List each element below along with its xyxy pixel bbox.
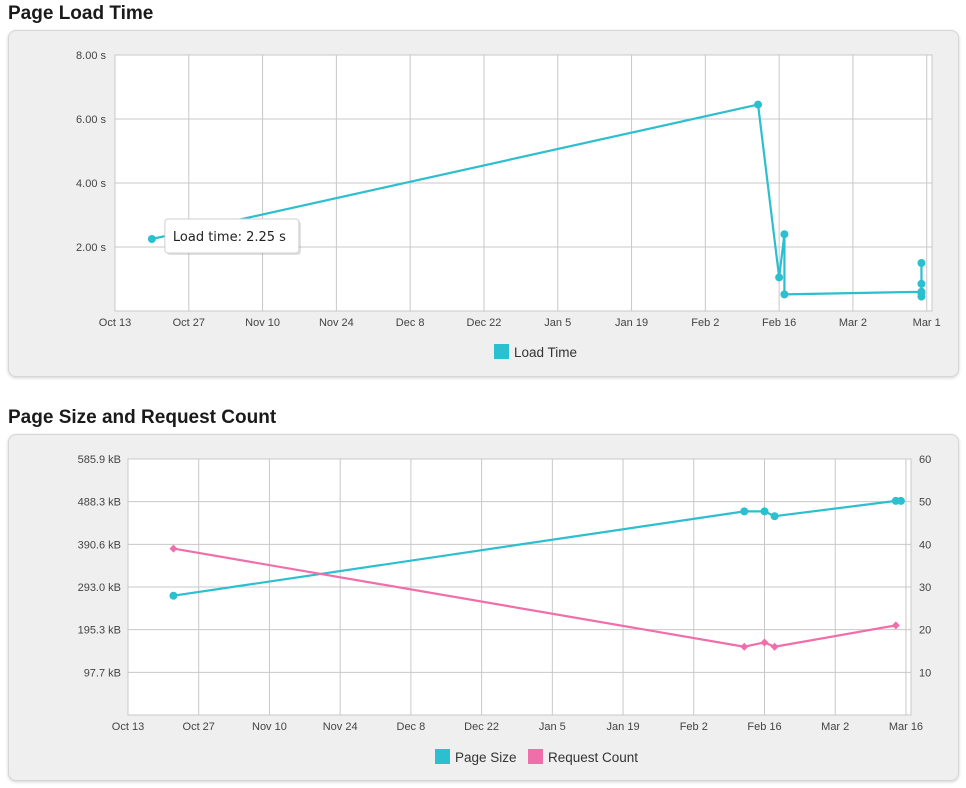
y-tick-label: 8.00 s	[76, 50, 106, 62]
legend-swatch-page-size	[435, 749, 450, 764]
y-right-tick-label: 40	[919, 539, 931, 551]
y-left-tick-label: 488.3 kB	[78, 497, 121, 509]
x-tick-label: Oct 27	[173, 317, 205, 329]
page-size-point	[760, 507, 769, 516]
legend-swatch-load-time	[494, 344, 509, 359]
load-time-point	[917, 292, 926, 301]
legend: Load Time	[494, 344, 577, 360]
page-size-point	[896, 496, 905, 505]
tooltip: Load time: 2.25 s	[164, 218, 301, 255]
plot-border	[114, 54, 933, 312]
x-tick-label: Nov 10	[252, 721, 287, 733]
chart-2-title: Page Size and Request Count	[8, 407, 277, 428]
x-tick-label: Jan 5	[539, 721, 566, 733]
request-count-point	[891, 621, 900, 630]
y-left-tick-label: 293.0 kB	[78, 582, 121, 594]
y-right-tick-label: 20	[919, 625, 931, 637]
load-time-point	[780, 230, 789, 239]
x-tick-label: Dec 8	[396, 317, 425, 329]
x-tick-label: Jan 5	[544, 317, 571, 329]
x-tick-label: Feb 2	[680, 721, 708, 733]
y-left-tick-label: 195.3 kB	[78, 625, 121, 637]
y-tick-label: 6.00 s	[76, 114, 106, 126]
y-left-tick-label: 97.7 kB	[84, 667, 121, 679]
x-tick-label: Dec 22	[464, 721, 499, 733]
x-tick-label: Oct 13	[112, 721, 144, 733]
x-tick-label: Oct 13	[99, 317, 131, 329]
x-tick-label: Feb 16	[747, 721, 781, 733]
load-time-point	[147, 235, 156, 243]
legend-label-load-time: Load Time	[514, 345, 577, 360]
chart-1-title: Page Load Time	[8, 3, 154, 24]
x-tick-label: Mar 2	[839, 317, 867, 329]
legend-swatch-request-count	[528, 749, 543, 764]
request-count-point	[770, 642, 779, 651]
x-tick-label: Nov 24	[319, 317, 354, 329]
x-tick-label: Feb 16	[762, 317, 796, 329]
legend: Page Size Request Count	[435, 749, 638, 765]
x-tick-label: Dec 22	[467, 317, 502, 329]
x-tick-label: Oct 27	[183, 721, 215, 733]
request-count-point	[760, 638, 769, 647]
y-left-tick-label: 390.6 kB	[78, 539, 121, 551]
page-size-point	[770, 512, 779, 521]
plot-border	[127, 458, 912, 716]
y-tick-label: 2.00 s	[76, 242, 106, 254]
legend-label-page-size: Page Size	[455, 750, 517, 765]
tooltip-box	[164, 218, 300, 254]
y-left-tick-label: 585.9 kB	[78, 454, 121, 466]
load-time-point	[780, 290, 789, 299]
page-size-point	[740, 507, 749, 516]
load-time-point	[775, 273, 784, 282]
x-tick-label: Mar 2	[821, 721, 849, 733]
request-count-point	[169, 544, 178, 553]
x-tick-label: Dec 8	[397, 721, 426, 733]
x-tick-label: Feb 2	[691, 317, 719, 329]
page-size-point	[169, 591, 178, 600]
x-tick-label: Mar 16	[889, 721, 923, 733]
y-tick-label: 4.00 s	[76, 178, 106, 190]
y-right-tick-label: 50	[919, 497, 931, 509]
y-right-tick-label: 60	[919, 454, 931, 466]
x-tick-label: Nov 24	[323, 721, 358, 733]
legend-label-request-count: Request Count	[548, 750, 638, 765]
x-tick-label: Jan 19	[615, 317, 648, 329]
x-tick-label: Nov 10	[245, 317, 280, 329]
x-tick-label: Mar 1	[913, 317, 941, 329]
load-time-point	[917, 279, 926, 288]
y-right-tick-label: 10	[919, 667, 931, 679]
load-time-point	[917, 259, 926, 267]
x-tick-label: Jan 19	[607, 721, 640, 733]
tooltip-text: Load time: 2.25 s	[173, 230, 286, 245]
load-time-point	[754, 100, 763, 109]
request-count-point	[740, 642, 749, 651]
y-right-tick-label: 30	[919, 582, 931, 594]
